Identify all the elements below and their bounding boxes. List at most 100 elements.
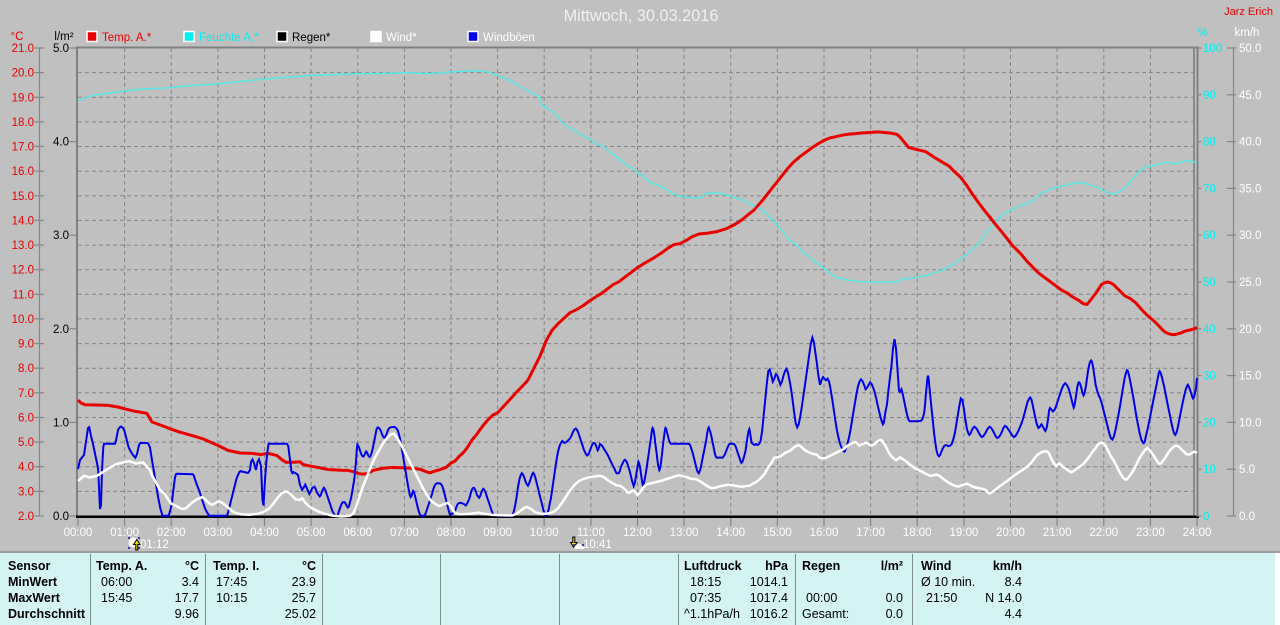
svg-text:22:00: 22:00 xyxy=(1089,527,1118,539)
svg-text:23:00: 23:00 xyxy=(1136,527,1165,539)
svg-text:°C: °C xyxy=(11,31,24,43)
svg-text:Mittwoch, 30.03.2016: Mittwoch, 30.03.2016 xyxy=(564,7,719,25)
svg-text:Ø 10 min.: Ø 10 min. xyxy=(921,575,975,589)
svg-text:10:41: 10:41 xyxy=(583,539,612,551)
svg-text:05:00: 05:00 xyxy=(297,527,326,539)
svg-text:5.0: 5.0 xyxy=(1239,464,1255,476)
svg-text:40: 40 xyxy=(1203,324,1216,336)
svg-text:20.0: 20.0 xyxy=(1239,324,1261,336)
svg-text:km/h: km/h xyxy=(993,559,1022,573)
svg-text:17:45: 17:45 xyxy=(216,575,247,589)
svg-text:25.02: 25.02 xyxy=(285,607,316,621)
svg-text:0.0: 0.0 xyxy=(886,607,903,621)
svg-text:20.0: 20.0 xyxy=(12,68,34,80)
svg-text:17.0: 17.0 xyxy=(12,142,34,154)
svg-text:10.0: 10.0 xyxy=(12,314,34,326)
svg-text:°C: °C xyxy=(302,559,316,573)
svg-text:MaxWert: MaxWert xyxy=(8,591,61,605)
svg-text:19.0: 19.0 xyxy=(12,92,34,104)
svg-text:13:00: 13:00 xyxy=(670,527,699,539)
svg-text:15:00: 15:00 xyxy=(763,527,792,539)
svg-text:16.0: 16.0 xyxy=(12,166,34,178)
svg-text:0.0: 0.0 xyxy=(886,591,903,605)
svg-text:3.4: 3.4 xyxy=(182,575,199,589)
svg-text:25.7: 25.7 xyxy=(292,591,316,605)
svg-text:14.0: 14.0 xyxy=(12,215,34,227)
svg-text:03:00: 03:00 xyxy=(204,527,233,539)
svg-text:1017.4: 1017.4 xyxy=(750,591,788,605)
svg-text:7.0: 7.0 xyxy=(18,388,34,400)
svg-text:09:00: 09:00 xyxy=(483,527,512,539)
svg-text:0.0: 0.0 xyxy=(53,511,69,523)
svg-text:20: 20 xyxy=(1203,417,1216,429)
svg-text:1.0: 1.0 xyxy=(53,417,69,429)
svg-text:15.0: 15.0 xyxy=(12,191,34,203)
svg-text:10: 10 xyxy=(1203,464,1216,476)
svg-text:07:35: 07:35 xyxy=(690,591,721,605)
svg-text:Temp. I.: Temp. I. xyxy=(213,559,259,573)
svg-text:20:00: 20:00 xyxy=(996,527,1025,539)
svg-text:9.0: 9.0 xyxy=(18,339,34,351)
svg-text:0: 0 xyxy=(1203,511,1209,523)
svg-text:Wind*: Wind* xyxy=(386,32,417,44)
svg-text:21.0: 21.0 xyxy=(12,43,34,55)
svg-text:00:00: 00:00 xyxy=(806,591,837,605)
svg-text:1016.2: 1016.2 xyxy=(750,607,788,621)
svg-text:21:00: 21:00 xyxy=(1043,527,1072,539)
svg-text:01:12: 01:12 xyxy=(140,539,169,551)
svg-text:17.7: 17.7 xyxy=(175,591,199,605)
svg-text:90: 90 xyxy=(1203,90,1216,102)
svg-text:06:00: 06:00 xyxy=(101,575,132,589)
svg-text:2.0: 2.0 xyxy=(18,511,34,523)
svg-text:13.0: 13.0 xyxy=(12,240,34,252)
svg-text:Jarz Erich: Jarz Erich xyxy=(1224,6,1273,18)
svg-text:Regen*: Regen* xyxy=(292,32,331,44)
svg-text:45.0: 45.0 xyxy=(1239,90,1261,102)
svg-text:15:45: 15:45 xyxy=(101,591,132,605)
svg-text:12:00: 12:00 xyxy=(623,527,652,539)
svg-text:4.0: 4.0 xyxy=(18,462,34,474)
svg-text:50.0: 50.0 xyxy=(1239,43,1261,55)
svg-text:00:00: 00:00 xyxy=(64,527,93,539)
svg-text:30.0: 30.0 xyxy=(1239,230,1261,242)
svg-text:08:00: 08:00 xyxy=(437,527,466,539)
svg-text:Regen: Regen xyxy=(802,559,840,573)
svg-text:0.0: 0.0 xyxy=(1239,511,1255,523)
svg-text:60: 60 xyxy=(1203,230,1216,242)
svg-text:14:00: 14:00 xyxy=(716,527,745,539)
svg-text:25.0: 25.0 xyxy=(1239,277,1261,289)
svg-text:50: 50 xyxy=(1203,277,1216,289)
svg-text:70: 70 xyxy=(1203,183,1216,195)
svg-text:23.9: 23.9 xyxy=(292,575,316,589)
svg-text:3.0: 3.0 xyxy=(18,486,34,498)
svg-text:Temp. A.*: Temp. A.* xyxy=(102,32,152,44)
svg-text:Gesamt:: Gesamt: xyxy=(802,607,849,621)
svg-text:6.0: 6.0 xyxy=(18,413,34,425)
svg-text:24:00: 24:00 xyxy=(1183,527,1212,539)
svg-text:17:00: 17:00 xyxy=(856,527,885,539)
svg-text:Sensor: Sensor xyxy=(8,559,51,573)
svg-text:5.0: 5.0 xyxy=(18,437,34,449)
svg-text:40.0: 40.0 xyxy=(1239,137,1261,149)
svg-text:hPa: hPa xyxy=(765,559,789,573)
svg-text:16:00: 16:00 xyxy=(810,527,839,539)
svg-text:N 14.0: N 14.0 xyxy=(985,591,1022,605)
svg-text:MinWert: MinWert xyxy=(8,575,58,589)
svg-text:3.0: 3.0 xyxy=(53,230,69,242)
svg-text:Durchschnitt: Durchschnitt xyxy=(8,607,86,621)
svg-text:12.0: 12.0 xyxy=(12,265,34,277)
svg-text:4.0: 4.0 xyxy=(53,137,69,149)
svg-text:9.96: 9.96 xyxy=(175,607,199,621)
svg-text:30: 30 xyxy=(1203,371,1216,383)
svg-text:8.0: 8.0 xyxy=(18,363,34,375)
svg-text:5.0: 5.0 xyxy=(53,43,69,55)
svg-text:11:00: 11:00 xyxy=(577,527,605,539)
svg-text:4.4: 4.4 xyxy=(1005,607,1022,621)
svg-text:02:00: 02:00 xyxy=(157,527,186,539)
svg-text:35.0: 35.0 xyxy=(1239,183,1261,195)
svg-text:06:00: 06:00 xyxy=(343,527,372,539)
svg-text:11.0: 11.0 xyxy=(12,289,34,301)
svg-text:18.0: 18.0 xyxy=(12,117,34,129)
svg-text:18:00: 18:00 xyxy=(903,527,932,539)
svg-text:8.4: 8.4 xyxy=(1005,575,1022,589)
